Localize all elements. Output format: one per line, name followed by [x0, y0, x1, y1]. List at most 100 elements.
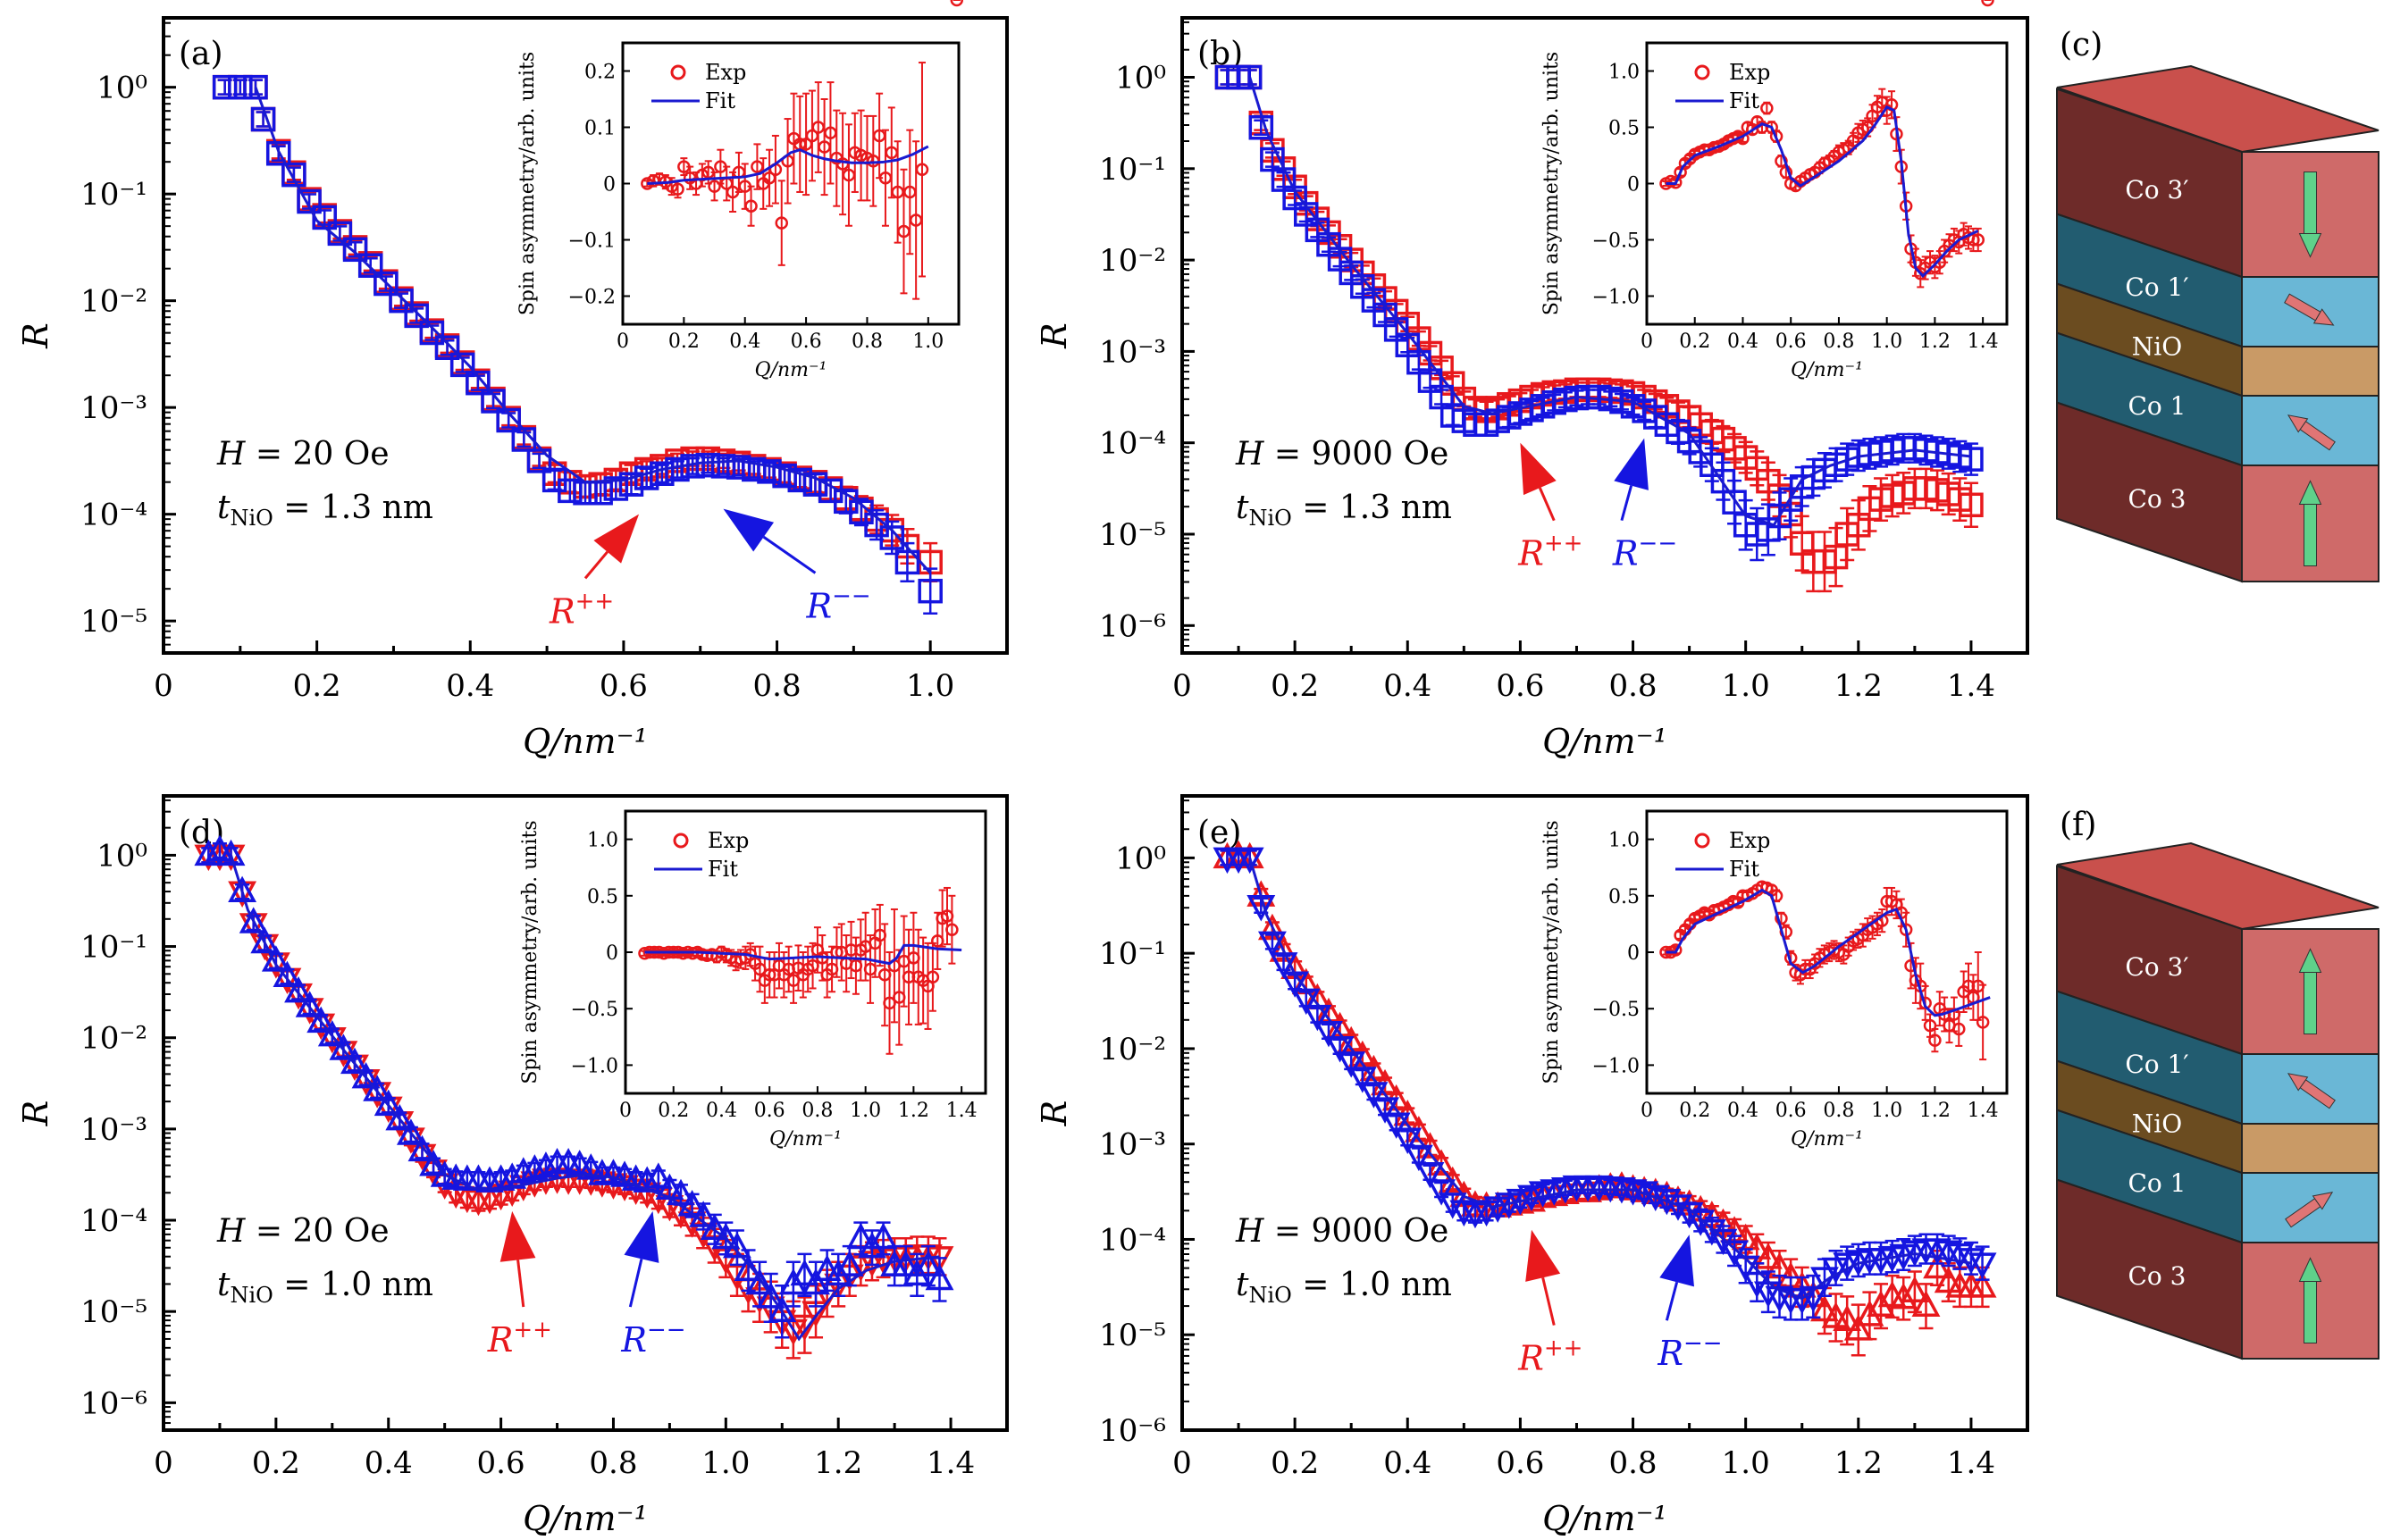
inset-e: 0 0.2 0.4 0.6 0.8 1.0 1.2 1.4 1.0 0.5 0 −0.5 −1.0 Q/n… — [1540, 0, 2009, 1151]
data-point-square — [710, 454, 736, 479]
data-point-triangle-up — [385, 1103, 415, 1131]
inset-fit-line — [644, 943, 962, 966]
magnetization-arrow-icon — [2287, 414, 2336, 451]
thickness-annotation: tNiO = 1.3 nm — [217, 490, 433, 531]
data-point-triangle-down — [1257, 931, 1287, 958]
legend-exp-marker — [673, 833, 689, 849]
arrow-shaft-down — [1620, 485, 1633, 522]
inset-x-tick-label: 0.2 — [1679, 1100, 1710, 1122]
inset-x-tick-label: 0.6 — [754, 1100, 785, 1122]
x-tick-label: 0.4 — [365, 1445, 413, 1481]
inset-y-tick-label: −0.5 — [1592, 999, 1640, 1021]
inset-x-tick-label: 1.4 — [946, 1100, 978, 1122]
inset-x-tick-label: 1.0 — [850, 1100, 881, 1122]
inset-x-tick-label: 0.8 — [802, 1100, 833, 1122]
inset-x-tick-label: 0 — [1641, 1100, 1653, 1122]
inset-x-tick-label: 0 — [1641, 331, 1653, 353]
inset-x-tick-label: 0.8 — [1823, 331, 1854, 353]
layer-label: Co 3 — [2128, 484, 2186, 514]
inset-y-tick-label: 0.2 — [584, 62, 616, 84]
y-tick-label: 10⁻⁵ — [1099, 1318, 1166, 1353]
inset-x-tick-label: 0.4 — [1727, 331, 1758, 353]
y-tick-label: 10⁻⁵ — [80, 604, 147, 640]
inset-exp-point — [926, 970, 940, 984]
data-point-square — [1237, 64, 1263, 90]
plot-frame — [162, 16, 1009, 655]
arrow-label-down: R−− — [620, 1317, 685, 1360]
legend-fit-label: Fit — [708, 857, 738, 882]
data-point-triangle-down — [1968, 1252, 1997, 1279]
data-point-square — [726, 455, 751, 480]
x-tick-label: 1.0 — [1722, 668, 1770, 704]
x-tick-label: 0 — [1172, 668, 1192, 704]
data-point-triangle-down — [228, 881, 257, 908]
x-axis-title: Q/nm⁻¹ — [523, 1499, 648, 1538]
panel-label: (e) — [1197, 815, 1241, 851]
arrow-label-up: R++ — [549, 588, 614, 631]
magnetization-arrow-icon — [2284, 293, 2335, 326]
data-point-square — [603, 476, 629, 501]
inset-y-tick-label: 0 — [603, 174, 616, 197]
arrow-shaft — [2304, 504, 2317, 566]
data-point-triangle-up — [846, 1222, 876, 1250]
magnetization-arrow-icon — [2298, 948, 2322, 1034]
layer-front-face — [2241, 1123, 2379, 1174]
legend-fit-label: Fit — [705, 88, 735, 113]
data-point-triangle-up — [306, 1006, 336, 1034]
data-point-square — [742, 456, 767, 482]
inset-exp-point — [915, 163, 929, 176]
data-point-triangle-down — [722, 1264, 751, 1292]
data-point-triangle-up — [768, 1295, 797, 1322]
inset-exp-point — [1981, 0, 1994, 7]
inset-exp-point — [950, 0, 964, 7]
x-tick-label: 0.4 — [1383, 668, 1431, 704]
field-symbol: H — [216, 1213, 246, 1250]
panel-label: (f) — [2060, 807, 2096, 843]
data-point-triangle-up — [667, 1178, 695, 1206]
arrow-label-down: R−− — [1657, 1330, 1722, 1373]
data-point-triangle-up — [1934, 1266, 1963, 1293]
data-point-square — [243, 74, 268, 100]
data-point-triangle-up — [1235, 841, 1264, 869]
inset-x-tick-label: 0 — [619, 1100, 632, 1122]
inset-y-tick-label: 0.5 — [587, 886, 618, 908]
arrow-label-sup: ++ — [513, 1317, 552, 1343]
inset-x-tick-label: 0.2 — [658, 1100, 689, 1122]
inset-y-tick-label: 0 — [606, 942, 618, 965]
x-tick-label: 0.2 — [1271, 1445, 1319, 1481]
arrow-shaft-down — [762, 535, 817, 574]
data-point-triangle-down — [1799, 1285, 1828, 1313]
inset-y-tick-label: 1.0 — [1608, 62, 1640, 84]
inset-exp-point — [1775, 911, 1788, 925]
inset-exp-point — [945, 923, 959, 936]
data-point-square — [1959, 492, 1984, 518]
x-tick-label: 1.2 — [1834, 668, 1883, 704]
inset-exp-point — [744, 199, 758, 213]
data-point-triangle-down — [1359, 1082, 1389, 1109]
magnetization-arrow-icon — [2298, 1257, 2322, 1343]
plot-frame — [162, 794, 1009, 1432]
thickness-subscript: NiO — [230, 1283, 273, 1308]
inset-y-tick-label: −0.5 — [1592, 230, 1640, 253]
y-tick-label: 10⁻¹ — [1099, 152, 1166, 188]
inset-fit-line — [647, 145, 929, 185]
legend-exp-marker — [670, 64, 686, 80]
x-tick-label: 1.0 — [906, 668, 954, 704]
legend-exp-label: Exp — [1729, 60, 1770, 85]
inset-y-tick-label: −1.0 — [571, 1055, 618, 1077]
arrow-head — [2298, 233, 2322, 258]
data-point-square — [526, 448, 552, 473]
data-point-triangle-up — [790, 1259, 819, 1286]
field-value: = 9000 Oe — [1263, 436, 1448, 473]
thickness-subscript: NiO — [1248, 506, 1291, 531]
data-point-triangle-up — [1843, 1314, 1873, 1341]
data-point-triangle-down — [1630, 1181, 1659, 1208]
arrow-shaft-up — [516, 1260, 525, 1308]
series-group — [212, 74, 943, 615]
inset-exp-point — [708, 180, 721, 193]
inset-x-tick-label: 1.2 — [1919, 331, 1951, 353]
data-point-square — [695, 452, 721, 478]
y-tick-label: 10⁻³ — [1099, 334, 1166, 370]
data-point-square — [618, 472, 644, 497]
data-point-square — [342, 237, 368, 263]
